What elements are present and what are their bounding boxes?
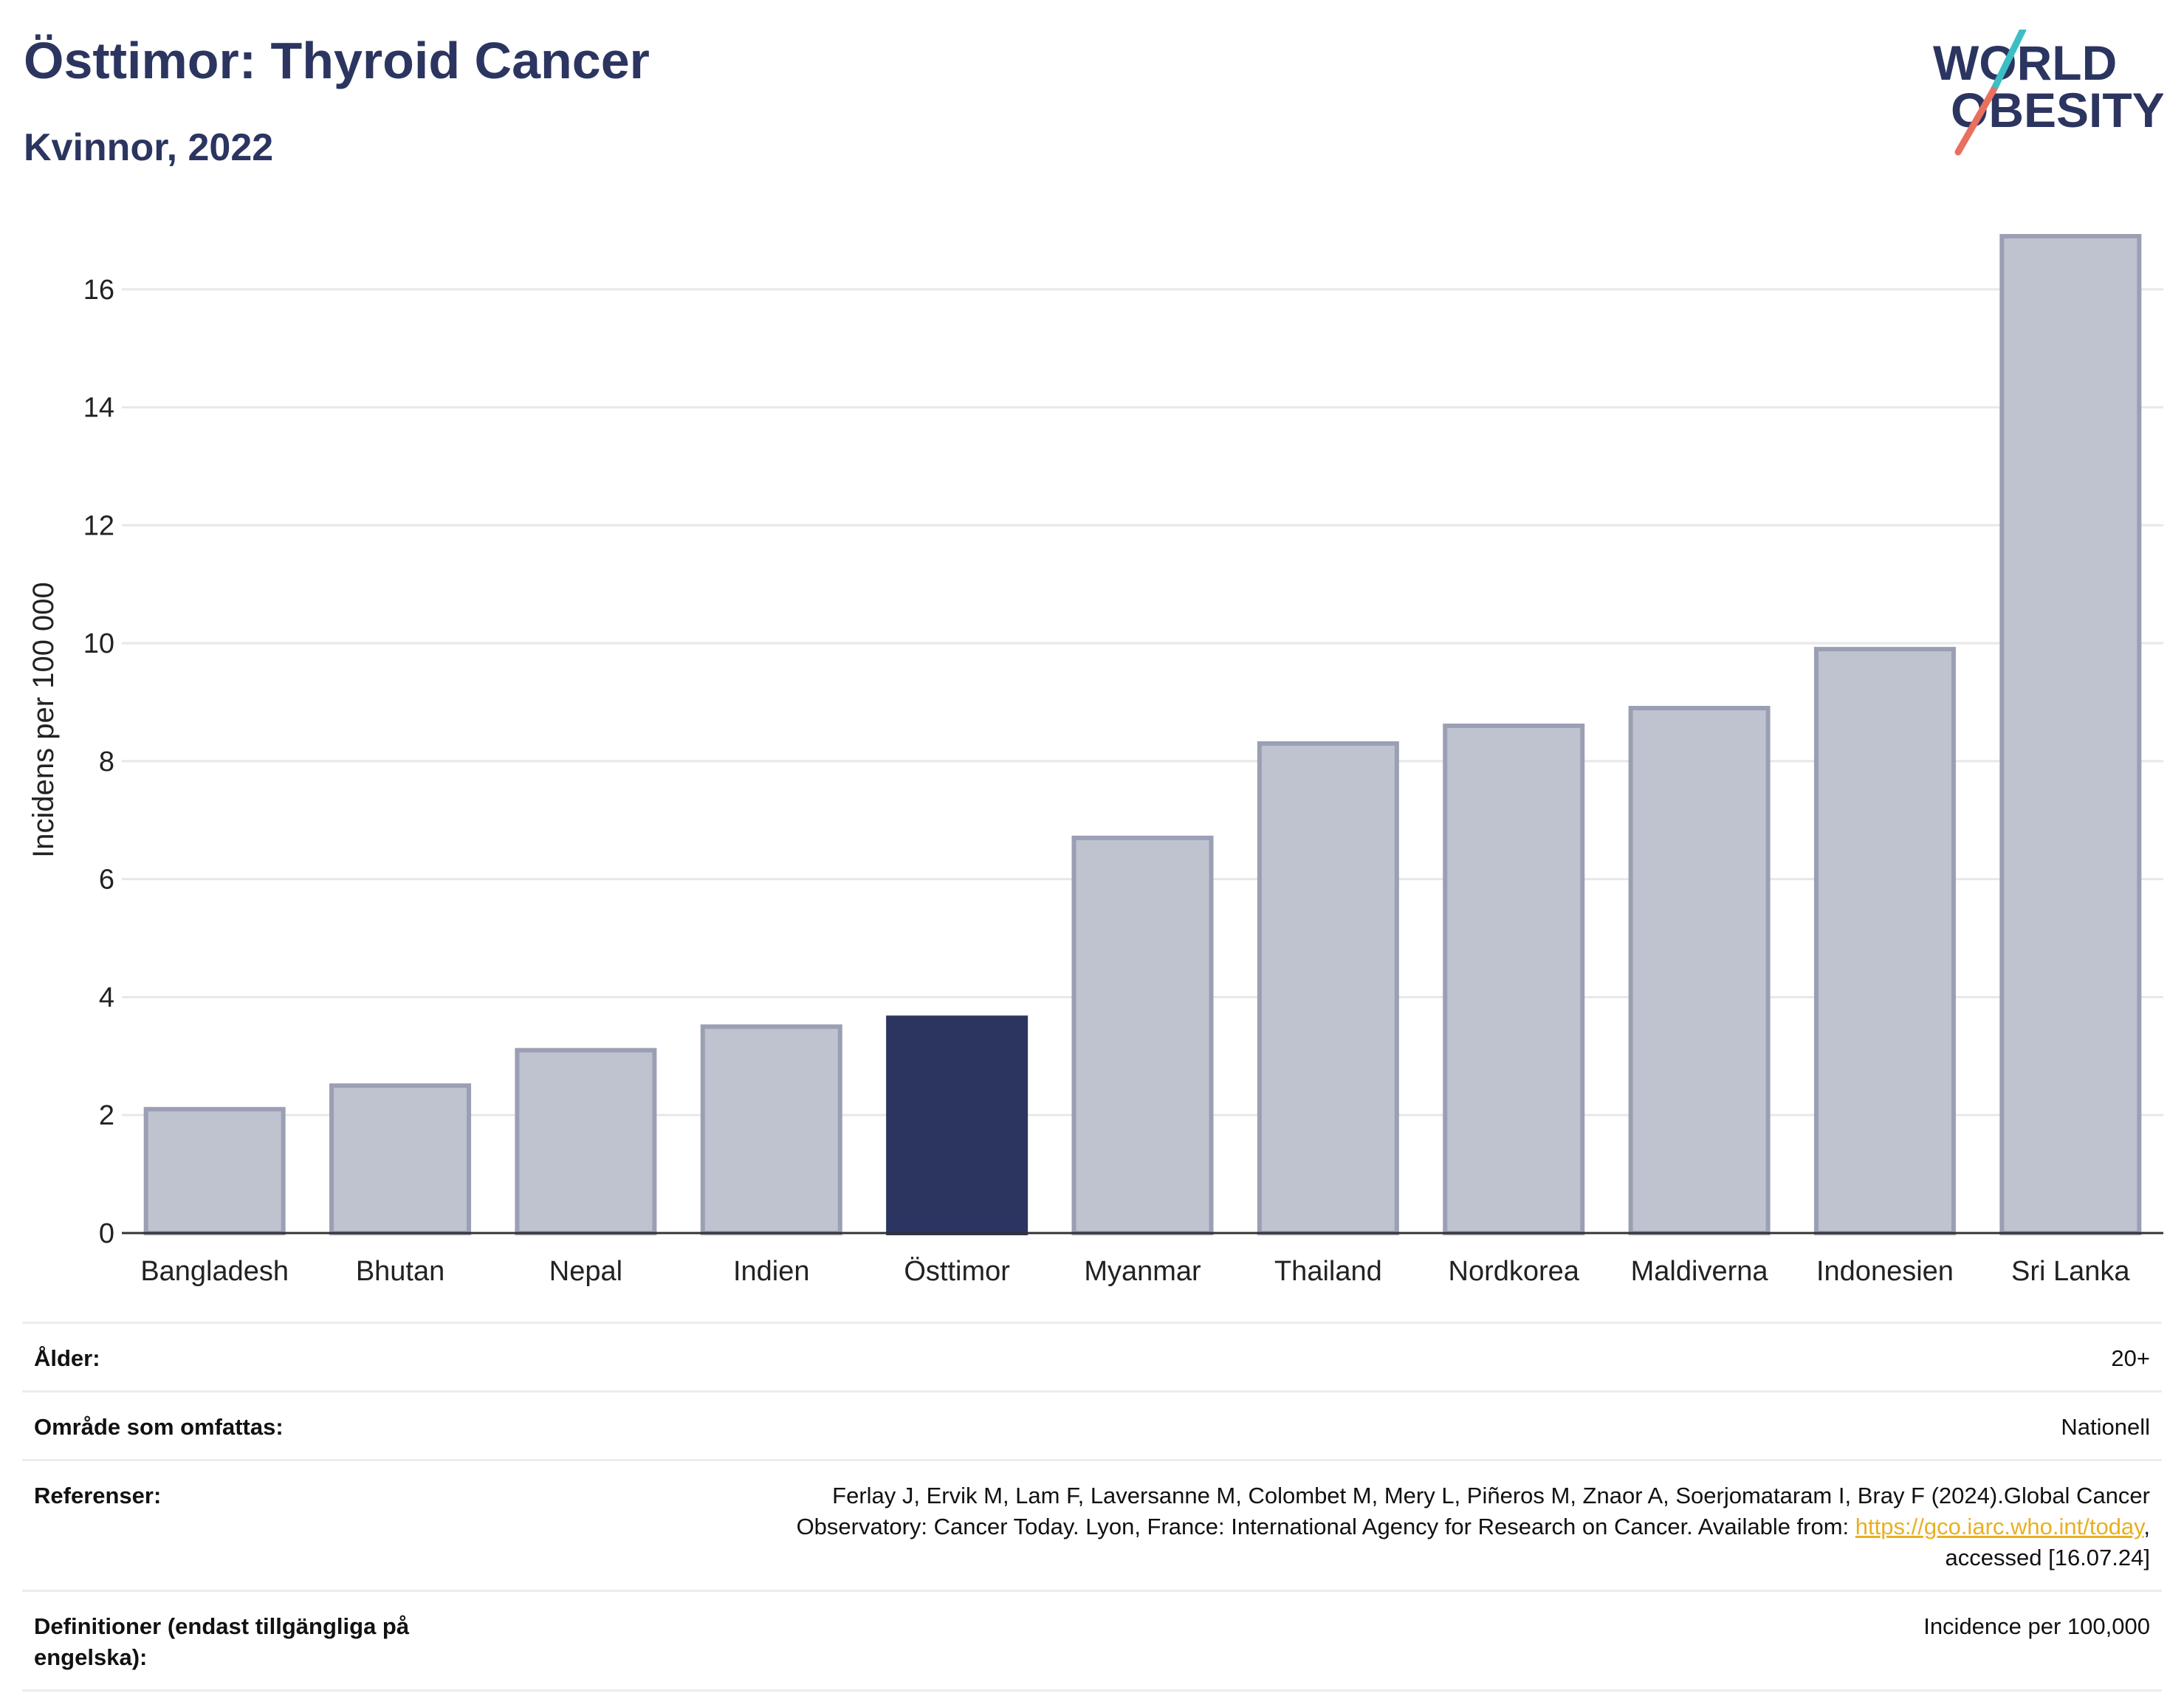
bar-bangladesh: [143, 1107, 286, 1235]
logo-slash-teal: [1990, 30, 2027, 94]
bar-östtimor: [886, 1015, 1029, 1235]
y-tick-label: 0: [99, 1218, 114, 1249]
bar-maldiverna: [1628, 706, 1771, 1235]
meta-row-area: Område som omfattas: Nationell: [22, 1390, 2162, 1459]
y-tick-label: 10: [83, 628, 114, 659]
bar-bhutan: [329, 1083, 472, 1236]
bars: [143, 233, 2142, 1236]
meta-row-age: Ålder: 20+: [22, 1322, 2162, 1390]
y-tick-labels: 0 2 4 6 8 10 12 14 16: [83, 275, 114, 1249]
area-label: Område som omfattas:: [34, 1414, 284, 1440]
bar-nordkorea: [1443, 723, 1585, 1235]
y-tick-label: 16: [83, 275, 114, 306]
logo-slash-coral: [1954, 86, 1997, 156]
bar-indien: [700, 1024, 842, 1236]
page-title: Östtimor: Thyroid Cancer: [24, 32, 650, 89]
x-tick-label: Nordkorea: [1449, 1256, 1580, 1287]
reference-text-3: ,: [2143, 1514, 2150, 1539]
y-axis-label: Incidens per 100 000: [27, 582, 60, 858]
logo-line-1: WORLD: [1933, 35, 2117, 90]
bar-nepal: [515, 1048, 657, 1235]
y-tick-label: 4: [99, 982, 114, 1013]
meta-row-references: Referenser: Ferlay J, Ervik M, Lam F, La…: [22, 1459, 2162, 1590]
bar-chart: 0 2 4 6 8 10 12 14 16 Bangladesh Bhutan Nepal Indie…: [27, 233, 2163, 1287]
x-tick-label: Myanmar: [1084, 1256, 1201, 1287]
x-tick-labels: Bangladesh Bhutan Nepal Indien Östtimor Myanm…: [140, 1256, 2130, 1287]
references-label: Referenser:: [34, 1483, 162, 1508]
definitions-label: Definitioner (endast tillgängliga på eng…: [34, 1613, 410, 1670]
x-tick-label: Sri Lanka: [2011, 1256, 2130, 1287]
y-tick-label: 2: [99, 1100, 114, 1131]
bar-myanmar: [1071, 835, 1214, 1236]
reference-text-1: Ferlay J, Ervik M, Lam F, Laversanne M, …: [832, 1483, 2150, 1508]
x-tick-label: Indonesien: [1816, 1256, 1954, 1287]
references-value: Ferlay J, Ervik M, Lam F, Laversanne M, …: [506, 1480, 2150, 1573]
bar-thailand: [1257, 741, 1399, 1235]
reference-link[interactable]: https://gco.iarc.who.int/today: [1855, 1514, 2144, 1539]
y-tick-label: 8: [99, 746, 114, 777]
metadata-table: Ålder: 20+ Område som omfattas: Nationel…: [22, 1322, 2162, 1692]
x-tick-label: Thailand: [1274, 1256, 1382, 1287]
page-subtitle: Kvinnor, 2022: [24, 126, 274, 169]
meta-row-definitions: Definitioner (endast tillgängliga på eng…: [22, 1590, 2162, 1692]
logo-line-2: OBESITY: [1951, 83, 2163, 137]
bar-indonesien: [1813, 647, 1956, 1235]
area-value: Nationell: [2061, 1414, 2150, 1440]
age-label: Ålder:: [34, 1345, 100, 1371]
y-tick-label: 6: [99, 865, 114, 896]
y-tick-label: 14: [83, 393, 114, 424]
bar-sri-lanka: [1999, 233, 2142, 1236]
x-tick-label: Maldiverna: [1631, 1256, 1769, 1287]
x-tick-label: Indien: [733, 1256, 810, 1287]
x-tick-label: Bhutan: [356, 1256, 444, 1287]
reference-text-4: accessed [16.07.24]: [1945, 1545, 2150, 1570]
world-obesity-logo: WORLD OBESITY: [1933, 30, 2163, 156]
age-value: 20+: [2111, 1345, 2150, 1371]
x-tick-label: Nepal: [549, 1256, 622, 1287]
definitions-value: Incidence per 100,000: [1923, 1613, 2150, 1639]
reference-text-2: Observatory: Cancer Today. Lyon, France:…: [796, 1514, 1855, 1539]
x-tick-label: Östtimor: [904, 1256, 1010, 1287]
y-tick-label: 12: [83, 510, 114, 541]
x-tick-label: Bangladesh: [140, 1256, 289, 1287]
